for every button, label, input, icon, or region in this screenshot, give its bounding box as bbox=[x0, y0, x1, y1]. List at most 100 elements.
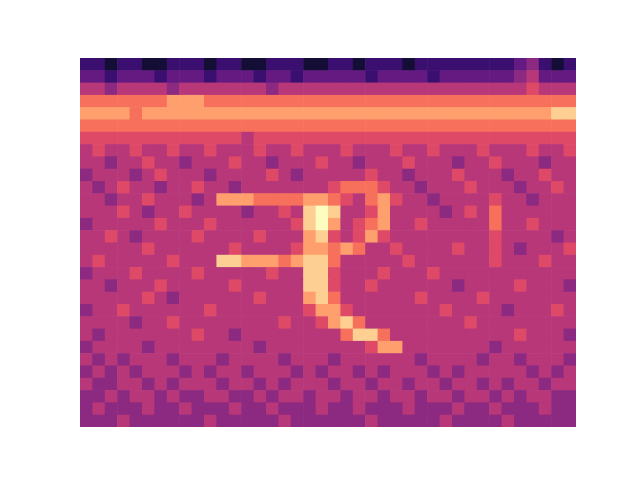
cell bbox=[192, 193, 205, 206]
cell bbox=[80, 353, 93, 366]
cell bbox=[229, 415, 242, 427]
cell bbox=[167, 181, 180, 194]
cell bbox=[179, 279, 192, 292]
cell bbox=[316, 415, 329, 427]
cell bbox=[192, 181, 205, 194]
cell bbox=[130, 230, 143, 243]
cell bbox=[477, 279, 490, 292]
cell bbox=[241, 193, 254, 206]
cell bbox=[167, 267, 180, 280]
cell bbox=[117, 304, 130, 317]
cell bbox=[477, 267, 490, 280]
cell bbox=[477, 329, 490, 342]
cell bbox=[167, 156, 180, 169]
cell bbox=[489, 353, 502, 366]
cell bbox=[564, 341, 576, 354]
cell bbox=[390, 329, 403, 342]
cell bbox=[105, 279, 118, 292]
cell bbox=[452, 144, 465, 157]
cell bbox=[477, 218, 490, 231]
cell bbox=[502, 169, 515, 182]
cell bbox=[303, 230, 316, 243]
cell bbox=[564, 279, 576, 292]
cell bbox=[179, 341, 192, 354]
cell bbox=[229, 156, 242, 169]
cell bbox=[254, 58, 267, 71]
cell bbox=[179, 255, 192, 268]
cell bbox=[204, 181, 217, 194]
cell bbox=[452, 255, 465, 268]
cell bbox=[440, 169, 453, 182]
cell bbox=[415, 206, 428, 219]
cell bbox=[92, 304, 105, 317]
cell bbox=[204, 95, 217, 108]
cell bbox=[378, 390, 391, 403]
cell bbox=[489, 120, 502, 133]
cell bbox=[564, 292, 576, 305]
cell bbox=[427, 329, 440, 342]
cell bbox=[539, 390, 552, 403]
cell bbox=[241, 58, 254, 71]
cell bbox=[105, 243, 118, 256]
cell bbox=[80, 144, 93, 157]
cell bbox=[167, 353, 180, 366]
cell bbox=[216, 218, 229, 231]
cell bbox=[105, 255, 118, 268]
cell bbox=[365, 353, 378, 366]
cell bbox=[390, 378, 403, 391]
cell bbox=[192, 402, 205, 415]
cell bbox=[502, 58, 515, 71]
cell bbox=[117, 353, 130, 366]
cell bbox=[402, 70, 415, 83]
cell bbox=[316, 169, 329, 182]
cell bbox=[378, 230, 391, 243]
cell bbox=[117, 292, 130, 305]
cell bbox=[291, 390, 304, 403]
cell bbox=[254, 316, 267, 329]
cell bbox=[192, 415, 205, 427]
cell bbox=[167, 218, 180, 231]
cell bbox=[551, 243, 564, 256]
cell bbox=[502, 156, 515, 169]
cell bbox=[564, 304, 576, 317]
cell bbox=[266, 341, 279, 354]
cell bbox=[154, 255, 167, 268]
cell bbox=[117, 206, 130, 219]
cell bbox=[328, 329, 341, 342]
cell bbox=[142, 169, 155, 182]
cell bbox=[291, 169, 304, 182]
cell bbox=[402, 181, 415, 194]
cell bbox=[92, 58, 105, 71]
cell bbox=[539, 95, 552, 108]
cell bbox=[204, 415, 217, 427]
cell bbox=[365, 206, 378, 219]
cell bbox=[564, 181, 576, 194]
cell bbox=[303, 181, 316, 194]
cell bbox=[117, 230, 130, 243]
cell bbox=[80, 218, 93, 231]
cell bbox=[303, 70, 316, 83]
cell bbox=[142, 230, 155, 243]
cell bbox=[440, 83, 453, 96]
cell bbox=[204, 230, 217, 243]
cell bbox=[539, 353, 552, 366]
cell bbox=[378, 279, 391, 292]
cell bbox=[378, 169, 391, 182]
cell bbox=[464, 415, 477, 427]
cell bbox=[489, 279, 502, 292]
cell bbox=[340, 292, 353, 305]
cell bbox=[204, 279, 217, 292]
cell bbox=[328, 206, 341, 219]
cell bbox=[291, 144, 304, 157]
cell bbox=[353, 120, 366, 133]
cell bbox=[254, 95, 267, 108]
cell bbox=[266, 169, 279, 182]
cell bbox=[142, 366, 155, 379]
cell bbox=[378, 120, 391, 133]
cell bbox=[167, 107, 180, 120]
cell bbox=[105, 107, 118, 120]
cell bbox=[167, 255, 180, 268]
cell bbox=[216, 156, 229, 169]
cell bbox=[464, 341, 477, 354]
cell bbox=[142, 181, 155, 194]
